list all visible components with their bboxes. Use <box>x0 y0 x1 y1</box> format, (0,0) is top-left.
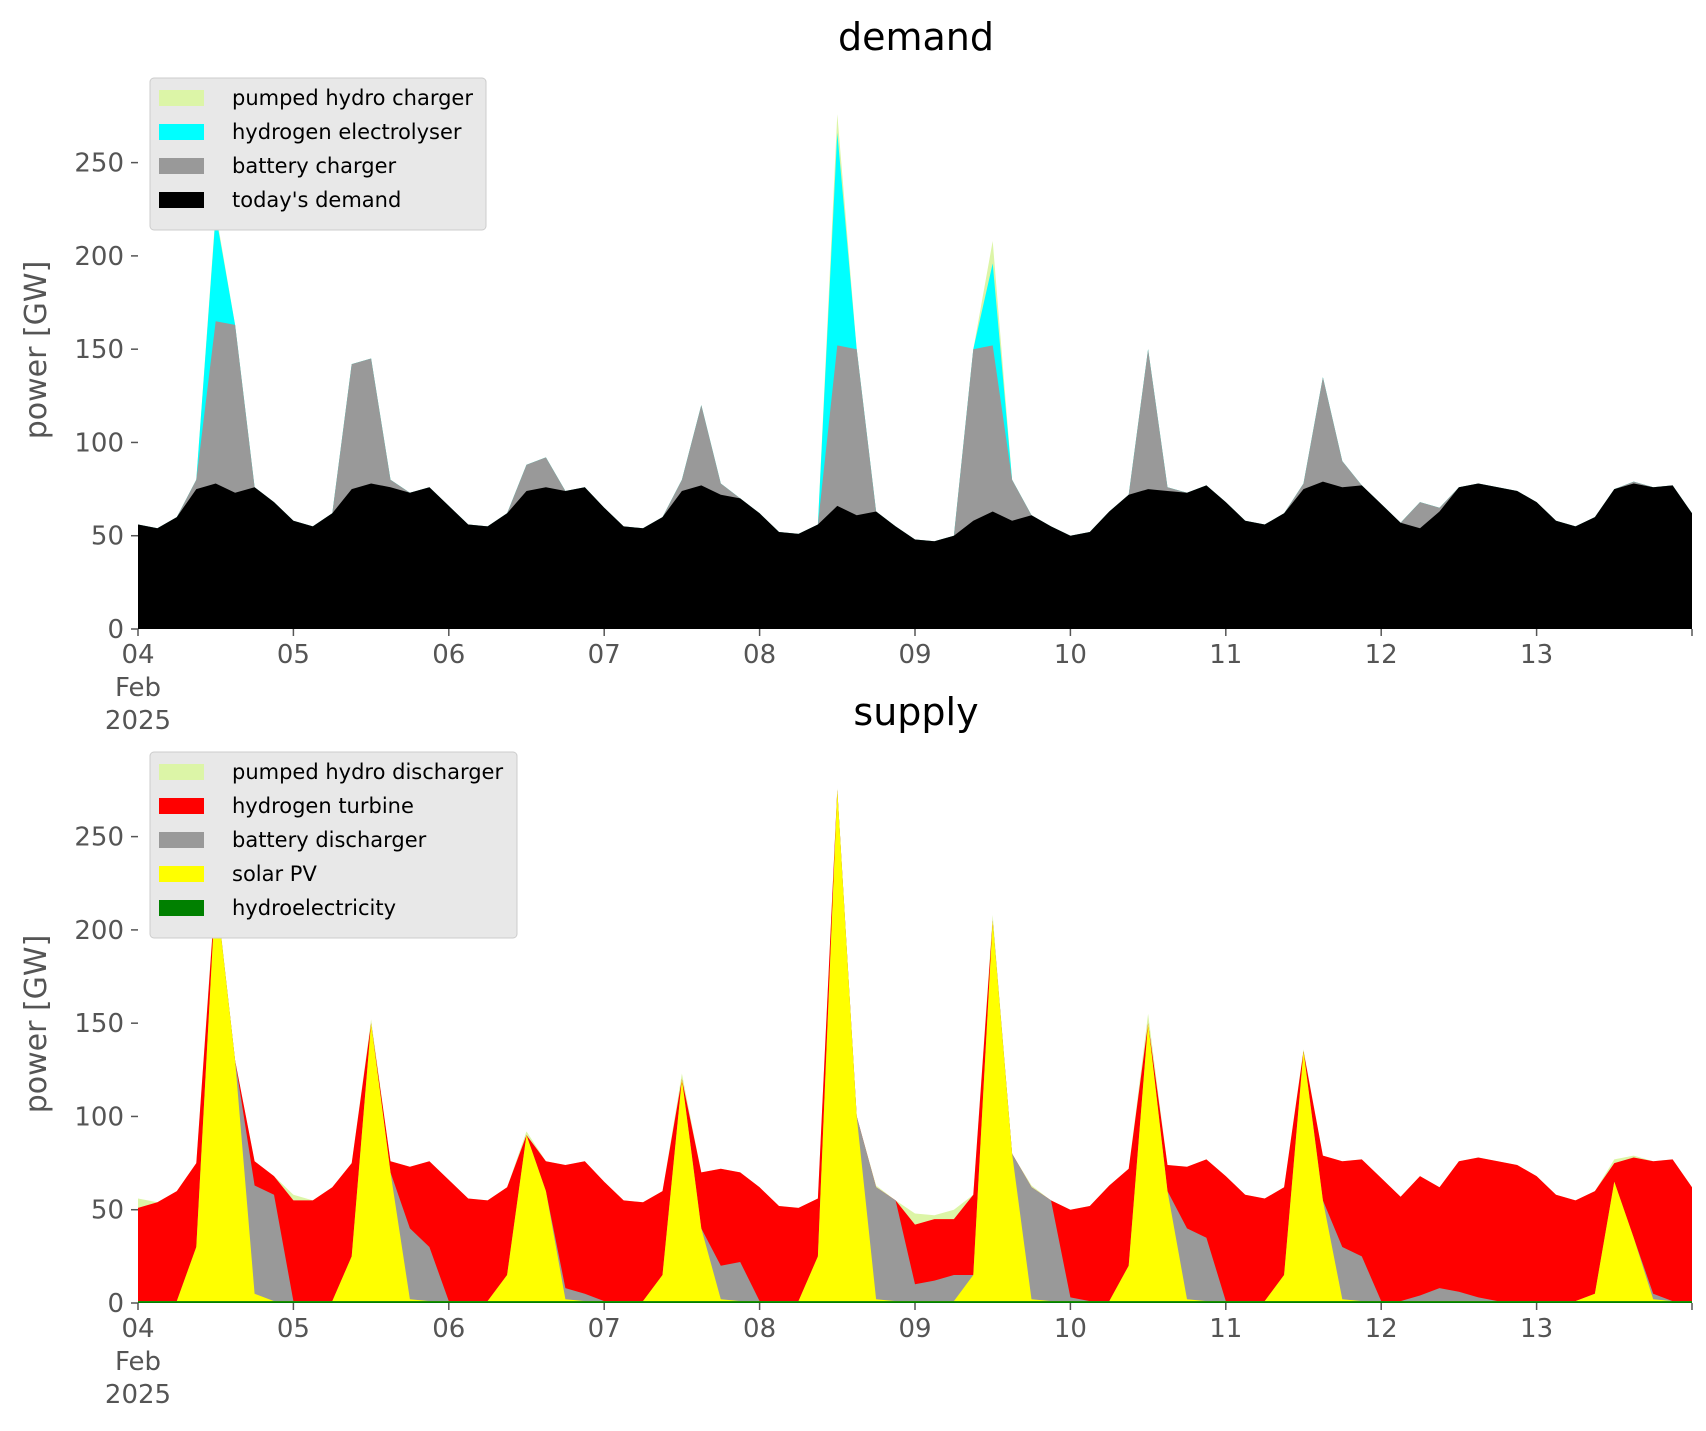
demand-legend-label-pumped-hydro-charger: pumped hydro charger <box>232 86 473 110</box>
demand-x-tick-label: Feb <box>115 673 161 703</box>
supply-x-tick-label: 05 <box>277 1314 310 1344</box>
demand-y-tick-label: 250 <box>74 149 124 179</box>
demand-y-tick-label: 0 <box>107 615 124 645</box>
supply-legend-label-hydrogen-turbine: hydrogen turbine <box>232 794 414 818</box>
demand-legend-swatch-pumped-hydro-charger <box>159 90 204 106</box>
supply-y-tick-label: 250 <box>74 823 124 853</box>
supply-x-tick-label: 08 <box>743 1314 776 1344</box>
supply-legend-label-pumped-hydro-discharger: pumped hydro discharger <box>232 760 503 784</box>
demand-y-axis-label: power [GW] <box>19 261 54 440</box>
demand-chart-title: demand <box>838 15 994 59</box>
demand-x-tick-label: 07 <box>588 640 621 670</box>
supply-chart-title: supply <box>853 690 978 734</box>
supply-x-tick-label: 09 <box>898 1314 931 1344</box>
supply-y-tick-label: 50 <box>91 1196 124 1226</box>
supply-y-tick-label: 200 <box>74 916 124 946</box>
supply-legend-label-solar-pv: solar PV <box>232 862 317 886</box>
demand-y-tick-label: 150 <box>74 335 124 365</box>
supply-x-tick-label: 11 <box>1209 1314 1242 1344</box>
demand-legend-swatch-battery-charger <box>159 158 204 174</box>
demand-x-tick-label: 09 <box>898 640 931 670</box>
supply-legend: pumped hydro discharger hydrogen turbine b… <box>149 751 518 939</box>
supply-x-tick-label: 2025 <box>105 1380 171 1410</box>
demand-areas <box>138 114 1692 630</box>
supply-x-tick-label: 06 <box>432 1314 465 1344</box>
demand-x-tick-label: 04 <box>121 640 154 670</box>
demand-x-tick-label: 10 <box>1054 640 1087 670</box>
supply-area-hydroelectricity <box>138 1301 1692 1303</box>
supply-legend-swatch-hydrogen-turbine <box>159 798 204 814</box>
demand-legend-swatch-hydrogen-electrolyser <box>159 124 204 140</box>
supply-x-tick-label: Feb <box>115 1347 161 1377</box>
supply-panel: supply power [GW] 05010015020025004Feb20… <box>19 690 1693 1410</box>
supply-x-tick-label: 10 <box>1054 1314 1087 1344</box>
supply-legend-box <box>149 751 518 939</box>
supply-y-tick-label: 150 <box>74 1009 124 1039</box>
demand-legend-label-battery-charger: battery charger <box>232 154 397 178</box>
supply-areas <box>138 788 1692 1303</box>
demand-area-today-s-demand <box>138 481 1692 629</box>
demand-y-tick-label: 200 <box>74 242 124 272</box>
demand-legend-label-hydrogen-electrolyser: hydrogen electrolyser <box>232 120 462 144</box>
supply-area-solar-pv <box>138 790 1692 1303</box>
supply-x-tick-label: 12 <box>1365 1314 1398 1344</box>
supply-legend-label-battery-discharger: battery discharger <box>232 828 427 852</box>
supply-legend-swatch-pumped-hydro-discharger <box>159 764 204 780</box>
supply-legend-label-hydroelectricity: hydroelectricity <box>232 896 396 920</box>
supply-legend-swatch-battery-discharger <box>159 832 204 848</box>
supply-legend-swatch-solar-pv <box>159 866 204 882</box>
demand-y-tick-label: 50 <box>91 522 124 552</box>
supply-y-axis-label: power [GW] <box>19 935 54 1114</box>
demand-legend-swatch-today-s-demand <box>159 192 204 208</box>
demand-x-tick-label: 06 <box>432 640 465 670</box>
supply-x-tick-label: 13 <box>1520 1314 1553 1344</box>
demand-x-tick-label: 11 <box>1209 640 1242 670</box>
demand-x-tick-label: 05 <box>277 640 310 670</box>
supply-x-tick-label: 04 <box>121 1314 154 1344</box>
supply-legend-swatch-hydroelectricity <box>159 900 204 916</box>
supply-x-tick-label: 07 <box>588 1314 621 1344</box>
demand-x-tick-label: 08 <box>743 640 776 670</box>
demand-x-tick-label: 2025 <box>105 706 171 736</box>
demand-legend-box <box>149 77 487 231</box>
demand-x-tick-label: 12 <box>1365 640 1398 670</box>
supply-y-tick-label: 0 <box>107 1289 124 1319</box>
demand-x-tick-label: 13 <box>1520 640 1553 670</box>
demand-legend: pumped hydro charger hydrogen electrolyse… <box>149 77 487 231</box>
demand-legend-label-today-s-demand: today's demand <box>232 188 401 212</box>
demand-panel: demand power [GW] 05010015020025004Feb20… <box>19 15 1693 736</box>
supply-y-tick-label: 100 <box>74 1102 124 1132</box>
demand-y-tick-label: 100 <box>74 428 124 458</box>
